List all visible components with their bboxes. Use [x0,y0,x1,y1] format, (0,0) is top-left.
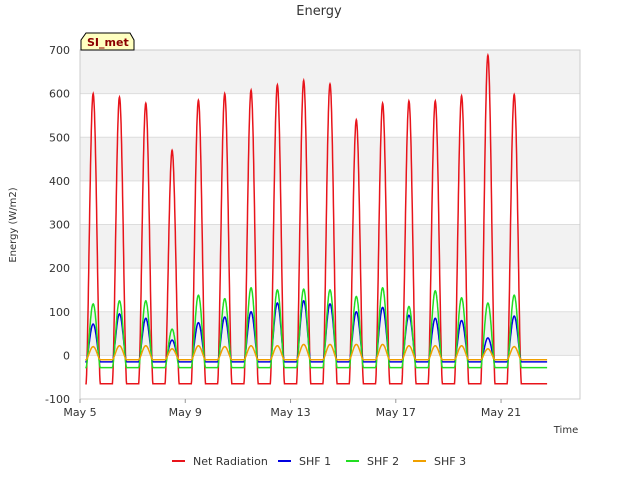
y-tick-label: 700 [49,44,70,57]
x-tick-label: May 13 [270,406,310,419]
x-tick-label: May 5 [63,406,96,419]
series-line [85,343,548,361]
y-axis-label: Energy (W/m2) [8,187,19,262]
legend-label: Net Radiation [193,455,268,468]
series-line [85,299,548,363]
legend-label: SHF 2 [367,455,399,468]
series-line [85,52,548,385]
band [80,311,580,356]
station-badge-box [80,32,135,51]
x-tick-label: May 21 [481,406,521,419]
legend-label: SHF 3 [434,455,466,468]
plot-frame [79,49,581,400]
band [80,224,580,269]
chart-title: Energy [296,4,342,19]
y-tick-label: 600 [49,88,70,101]
x-axis-label: Time [553,425,578,436]
series-lines [85,52,548,385]
y-tick-label: 200 [49,262,70,275]
y-tick-label: 300 [49,219,70,232]
series-line [85,286,548,369]
x-tick-label: May 17 [376,406,416,419]
station-badge: SI_met [80,32,135,51]
x-axis-ticks: May 5 May 9 May 13 May 17 May 21 [63,399,521,419]
y-tick-label: -100 [45,393,70,406]
y-tick-label: 500 [49,131,70,144]
x-tick-label: May 9 [169,406,202,419]
y-axis-ticks: -100 0 100 200 300 400 500 600 700 [45,44,70,406]
y-tick-label: 100 [49,306,70,319]
station-label: SI_met [87,36,129,49]
legend-label: SHF 1 [299,455,331,468]
band [80,137,580,181]
y-tick-label: 0 [63,349,70,362]
legend: Net Radiation SHF 1 SHF 2 SHF 3 [172,455,466,468]
y-tick-label: 400 [49,175,70,188]
